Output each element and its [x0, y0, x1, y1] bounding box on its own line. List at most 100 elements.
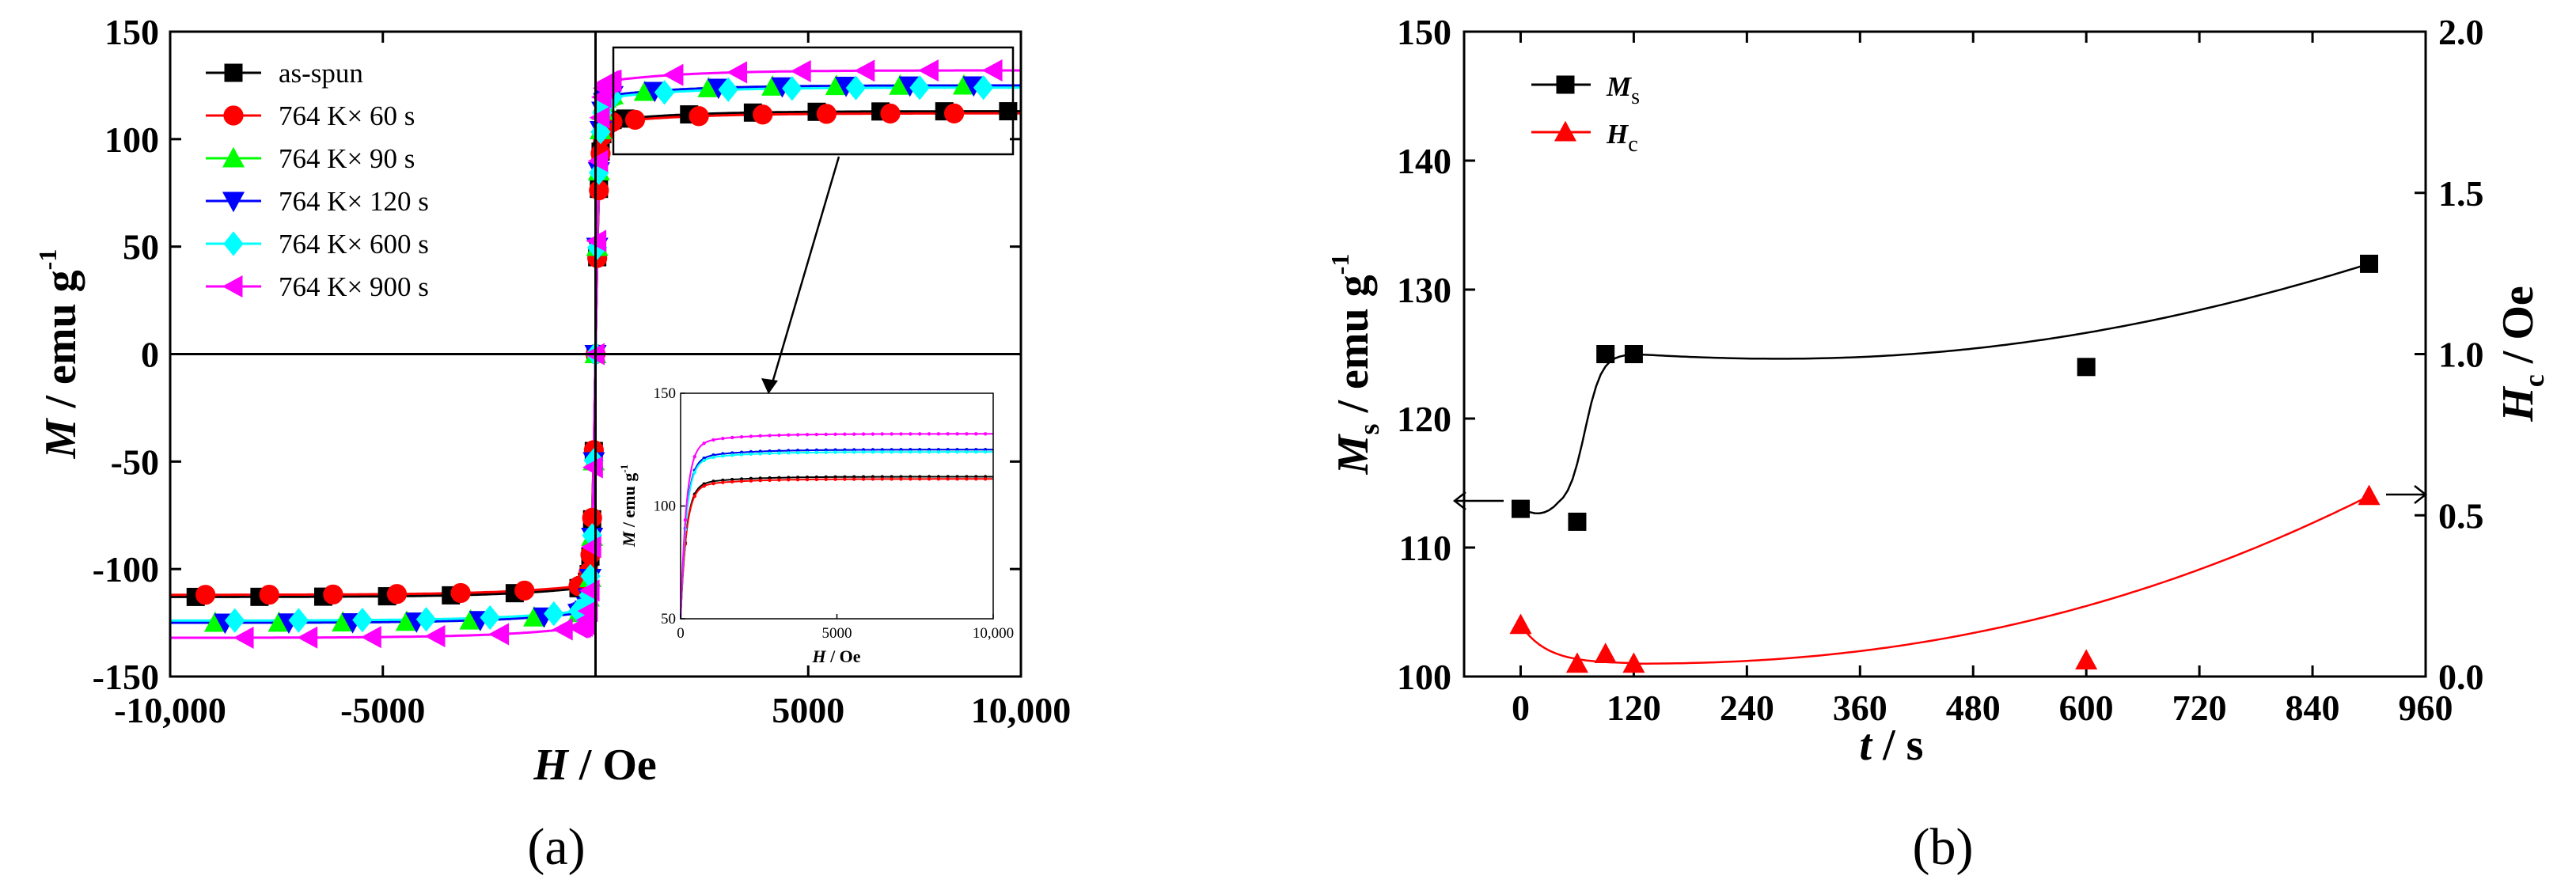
inset-marker-764-k-600-s: [768, 451, 772, 456]
panel-a-zoom-arrow-head: [761, 378, 778, 394]
inset-marker-764-k-600-s: [814, 450, 819, 454]
inset-marker-764-k-60-s: [692, 494, 696, 498]
data-point-ms: [1624, 345, 1643, 363]
marker-764-k-900-s: [361, 626, 381, 649]
inset-marker-764-k-900-s: [955, 432, 959, 436]
inset-marker-764-k-900-s: [917, 432, 922, 436]
inset-marker-764-k-900-s: [805, 433, 810, 437]
inset-marker-764-k-900-s: [692, 454, 696, 459]
marker-764-k-600-s: [909, 75, 930, 100]
data-point-hc: [1622, 652, 1645, 673]
panel-b-y-right-label: Hc / Oe: [2494, 286, 2550, 423]
inset-marker-764-k-600-s: [917, 449, 922, 454]
legend-marker: [1556, 75, 1575, 94]
inset-marker-764-k-600-s: [692, 470, 696, 475]
inset-marker-764-k-900-s: [683, 517, 688, 522]
legend-item-ms: Ms: [1531, 71, 1640, 109]
right-axis-arrow-icon: [2386, 485, 2428, 504]
inset-y-tick-label: 50: [661, 611, 676, 627]
inset-x-tick-label: 10,000: [973, 625, 1014, 642]
panel-a-y-tick-label: -150: [93, 657, 159, 697]
panel-b-fit-curves: [1519, 263, 2370, 665]
inset-x-tick-label: 0: [677, 625, 685, 642]
panel-b-ticks: 0 120 240 360 480 600 720 840 960 100 110 120 130 140…: [1397, 12, 2484, 728]
panel-b-x-tick-label: 480: [1946, 688, 2001, 728]
inset-marker-764-k-60-s: [880, 477, 884, 481]
inset-marker-764-k-600-s: [852, 450, 856, 454]
inset-marker-764-k-600-s: [787, 451, 791, 455]
legend-label: 764 K× 60 s: [279, 100, 415, 131]
inset-marker-764-k-60-s: [833, 477, 837, 481]
panel-a-y-tick-label: 0: [141, 335, 159, 375]
legend-marker: [1554, 120, 1577, 142]
panel-a-x-tick-label: 10,000: [971, 690, 1072, 730]
inset-marker-764-k-600-s: [824, 450, 828, 454]
legend-marker: [222, 191, 245, 213]
marker-764-k-900-s: [918, 59, 939, 82]
panel-b-y-left-tick-label: 110: [1399, 528, 1451, 568]
marker-764-k-900-s: [601, 69, 622, 92]
marker-764-k-600-s: [782, 76, 802, 101]
inset-marker-764-k-900-s: [814, 432, 819, 437]
inset-marker-764-k-60-s: [721, 480, 725, 484]
inset-marker-764-k-600-s: [861, 450, 866, 454]
legend-label: 764 K× 900 s: [279, 271, 429, 302]
marker-764-k-900-s: [233, 626, 254, 649]
panel-b-x-tick-label: 240: [1720, 688, 1774, 728]
inset-marker-764-k-900-s: [843, 432, 847, 436]
panel-a-label: (a): [527, 818, 585, 876]
inset-marker-764-k-60-s: [814, 477, 819, 482]
data-point-ms: [1511, 499, 1530, 518]
marker-764-k-600-s: [288, 608, 309, 633]
fit-curve-ms: [1520, 263, 2369, 514]
inset-marker-764-k-900-s: [965, 432, 969, 436]
panel-b-y-right-tick-label: 1.5: [2438, 173, 2484, 214]
panel-b-label: (b): [1913, 818, 1974, 876]
data-point-hc: [1594, 643, 1617, 663]
inset-marker-764-k-900-s: [927, 432, 931, 436]
panel-b-chart: 0 120 240 360 480 600 720 840 960 100 110 120 130 140…: [1326, 12, 2550, 876]
inset-x-label: H / Oe: [811, 646, 860, 666]
inset-marker-764-k-600-s: [843, 450, 847, 454]
inset-marker-764-k-600-s: [965, 449, 969, 454]
fit-curve-hc: [1519, 495, 2370, 665]
inset-marker-764-k-60-s: [787, 478, 791, 482]
inset-marker-764-k-60-s: [955, 477, 959, 481]
inset-marker-764-k-60-s: [852, 477, 856, 481]
panel-b-x-tick-label: 960: [2399, 688, 2453, 728]
marker-764-k-60-s: [450, 582, 471, 604]
inset-y-label: M / emu g-1: [618, 464, 639, 548]
data-point-ms: [1568, 512, 1587, 531]
inset-marker-764-k-900-s: [852, 432, 856, 436]
inset-marker-764-k-600-s: [955, 449, 959, 454]
inset-marker-764-k-900-s: [880, 432, 884, 436]
panel-b-y-left-tick-label: 130: [1397, 270, 1451, 310]
inset-marker-764-k-900-s: [833, 432, 837, 437]
inset-marker-764-k-900-s: [899, 432, 903, 436]
inset-marker-764-k-60-s: [890, 477, 893, 481]
inset-marker-764-k-60-s: [936, 477, 941, 481]
inset-marker-764-k-900-s: [983, 432, 988, 436]
inset-marker-764-k-600-s: [899, 450, 903, 454]
data-point-ms: [2360, 254, 2379, 273]
legend-label: as-spun: [279, 58, 363, 89]
marker-as-spun: [999, 102, 1018, 121]
inset-marker-764-k-600-s: [702, 458, 706, 463]
marker-764-k-60-s: [386, 584, 408, 605]
inset-marker-764-k-900-s: [711, 438, 715, 442]
inset-marker-764-k-900-s: [749, 434, 753, 438]
panel-a-y-tick-label: 150: [104, 12, 159, 52]
inset-marker-764-k-600-s: [974, 449, 978, 454]
panel-a-markers: [186, 59, 1018, 649]
inset-marker-764-k-60-s: [758, 479, 762, 483]
panel-b-y-right-tick-label: 1.0: [2438, 335, 2484, 375]
inset-marker-764-k-900-s: [974, 432, 978, 436]
inset-marker-764-k-900-s: [721, 436, 725, 441]
inset-marker-764-k-900-s: [824, 432, 828, 437]
panel-a-inset: 50 100 150 0 5000 10,000 H / Oe M / emu g-1: [618, 385, 1014, 666]
marker-764-k-60-s: [816, 104, 837, 124]
data-point-ms: [1596, 345, 1615, 363]
inset-marker-764-k-60-s: [917, 477, 922, 481]
inset-ticks: 50 100 150 0 5000 10,000: [654, 385, 1015, 642]
